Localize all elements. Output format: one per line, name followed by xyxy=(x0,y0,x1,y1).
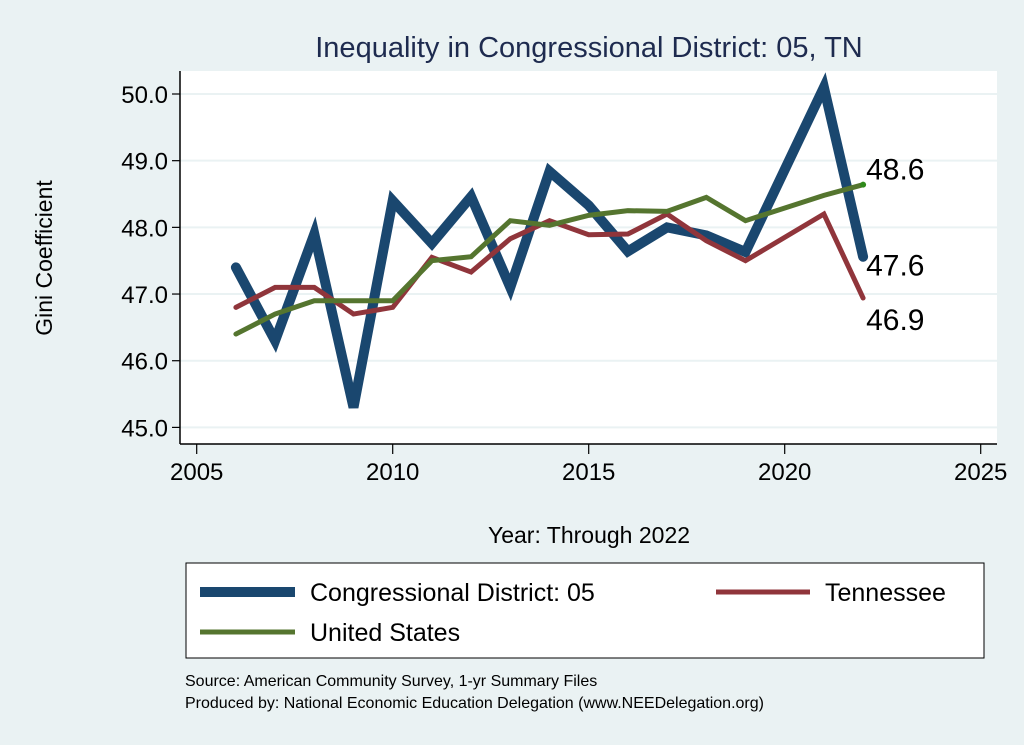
source-note: Source: American Community Survey, 1-yr … xyxy=(185,673,597,690)
x-tick-label: 2025 xyxy=(954,459,1007,486)
x-tick-label: 2020 xyxy=(758,459,811,486)
y-tick-label: 46.0 xyxy=(121,349,168,376)
end-labels: 47.6 46.9 48.6 xyxy=(866,154,924,337)
legend-label-tennessee: Tennessee xyxy=(825,579,946,607)
y-tick-label: 50.0 xyxy=(121,82,168,109)
legend: Congressional District: 05 Tennessee Uni… xyxy=(185,562,985,659)
end-label-tennessee: 46.9 xyxy=(866,304,924,337)
x-axis-title: Year: Through 2022 xyxy=(488,522,690,548)
x-tick-label: 2010 xyxy=(366,459,419,486)
series-line-united-states xyxy=(233,182,866,337)
y-tick-label: 49.0 xyxy=(121,149,168,176)
series-lines xyxy=(230,72,869,409)
end-label-district: 47.6 xyxy=(866,250,924,283)
y-tick-label: 47.0 xyxy=(121,282,168,309)
x-tick-label: 2015 xyxy=(562,459,615,486)
x-tick-label: 2005 xyxy=(170,459,223,486)
legend-label-united-states: United States xyxy=(310,619,460,647)
legend-box xyxy=(185,562,985,659)
y-tick-label: 45.0 xyxy=(121,415,168,442)
x-axis-ticks: 2005 2010 2015 2020 2025 xyxy=(170,444,1007,486)
y-axis-ticks: 45.0 46.0 47.0 48.0 49.0 50.0 xyxy=(121,82,180,442)
y-axis-title: Gini Coefficient xyxy=(31,180,57,336)
end-label-united-states: 48.6 xyxy=(866,154,924,187)
end-point-marker xyxy=(860,181,867,188)
producer-note: Produced by: National Economic Education… xyxy=(185,695,764,712)
chart-title: Inequality in Congressional District: 05… xyxy=(315,32,863,64)
y-tick-label: 48.0 xyxy=(121,215,168,242)
legend-label-district: Congressional District: 05 xyxy=(310,579,595,607)
